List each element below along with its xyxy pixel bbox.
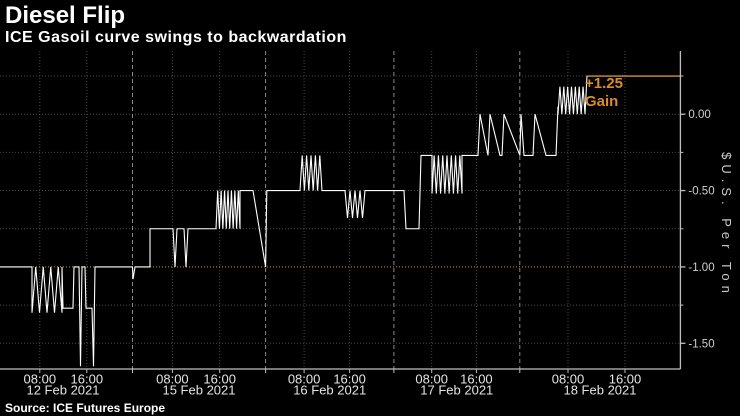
svg-text:16 Feb 2021: 16 Feb 2021 xyxy=(293,383,366,398)
svg-text:17 Feb 2021: 17 Feb 2021 xyxy=(420,383,493,398)
svg-text:-1.00: -1.00 xyxy=(688,262,714,274)
svg-text:-0.50: -0.50 xyxy=(688,186,714,198)
svg-text:$U.S. Per Ton: $U.S. Per Ton xyxy=(719,152,734,298)
svg-text:0.00: 0.00 xyxy=(688,109,710,121)
svg-text:Gain: Gain xyxy=(585,93,618,110)
svg-text:+1.25: +1.25 xyxy=(585,75,623,92)
svg-text:-1.50: -1.50 xyxy=(688,338,714,350)
svg-text:18 Feb 2021: 18 Feb 2021 xyxy=(563,383,636,398)
svg-text:12 Feb 2021: 12 Feb 2021 xyxy=(26,383,99,398)
svg-text:15 Feb 2021: 15 Feb 2021 xyxy=(162,383,235,398)
